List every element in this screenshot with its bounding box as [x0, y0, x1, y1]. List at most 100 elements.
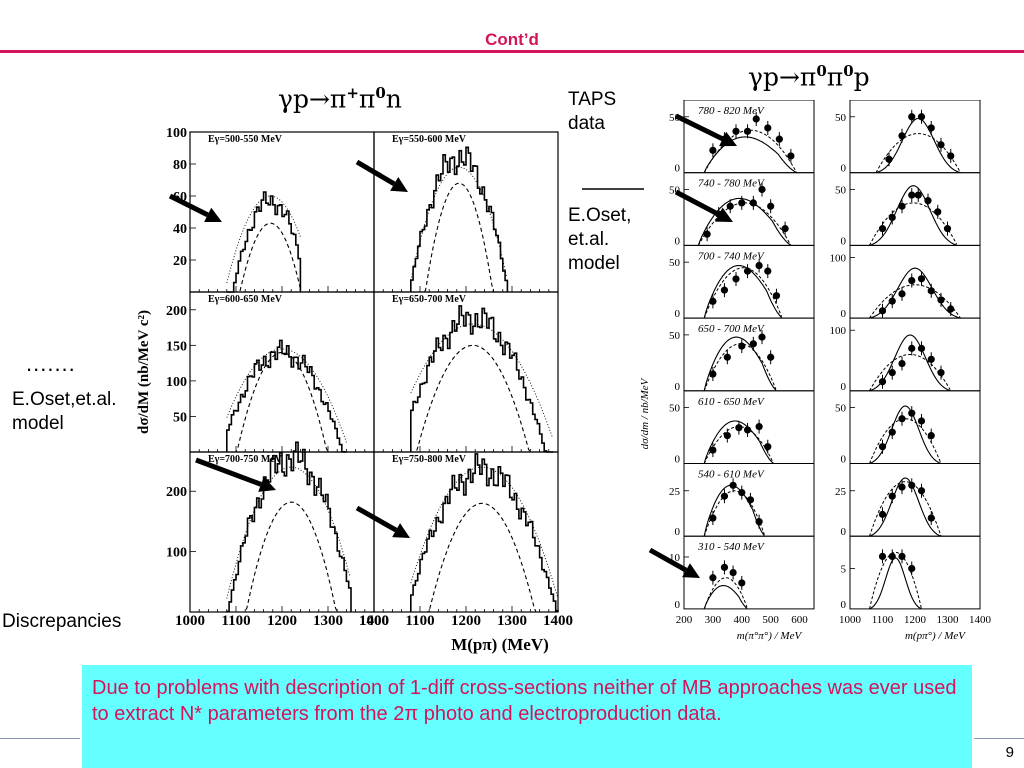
right-data-point	[723, 431, 731, 440]
right-data-point	[908, 564, 916, 573]
right-data-point	[709, 370, 717, 378]
right-data-point	[917, 113, 926, 121]
left-x-tick-label: 1100	[405, 613, 434, 629]
right-data-point	[888, 428, 896, 436]
right-data-point	[898, 290, 906, 298]
left-y-tick-label: 100	[166, 375, 187, 390]
right-data-point	[924, 197, 932, 205]
right-left-panel: 50 0 740 - 780 MeV	[669, 172, 815, 247]
right-y-tick-label: 10	[669, 552, 681, 564]
right-right-x-tick-label: 1000	[839, 614, 862, 626]
right-y-zero-label: 0	[675, 235, 681, 247]
right-data-point	[888, 297, 896, 305]
right-data-point	[934, 208, 942, 216]
right-dashed-model-curve	[869, 202, 958, 246]
right-y-tick-label: 25	[669, 486, 681, 498]
left-panel: Eγ=650-700 MeV	[373, 291, 559, 453]
right-left-x-tick-label: 600	[791, 614, 808, 626]
right-panel-energy-label: 740 - 780 MeV	[698, 178, 765, 190]
right-data-point	[781, 225, 789, 233]
left-dotted-model-curve	[226, 348, 347, 443]
right-data-point	[720, 286, 729, 294]
left-dotted-model-curve	[410, 166, 507, 281]
right-data-point	[908, 409, 916, 417]
footer-line-right	[974, 738, 1024, 739]
right-data-point	[743, 127, 752, 135]
right-data-point	[752, 115, 760, 123]
left-x-tick-label: 1100	[221, 613, 250, 629]
right-data-point	[767, 353, 775, 361]
right-dashed-model-curve	[869, 551, 922, 610]
right-panel-energy-label: 610 - 650 MeV	[698, 396, 765, 408]
right-dashed-model-curve	[703, 267, 783, 319]
left-x-tick-label: 1000	[175, 613, 205, 629]
right-y-zero-label: 0	[841, 308, 847, 320]
right-data-point	[927, 355, 935, 363]
right-data-point	[927, 431, 935, 440]
pointer-arrow-head	[258, 476, 276, 492]
right-data-point	[746, 496, 755, 504]
pointer-arrow-head	[390, 176, 408, 192]
right-right-panel: 100 0	[830, 244, 981, 320]
pointer-arrow-shaft	[355, 505, 398, 533]
right-data-point	[908, 481, 916, 489]
right-reaction-sup2: 0	[843, 62, 854, 80]
right-data-point	[917, 487, 926, 495]
right-left-x-tick-label: 500	[762, 614, 779, 626]
right-data-point	[885, 155, 893, 163]
oset-legend-solid-line	[582, 188, 644, 190]
right-y-zero-label: 0	[841, 163, 847, 175]
left-dashed-model-curve	[410, 182, 507, 293]
right-data-point	[898, 202, 906, 210]
pointer-arrow-shaft	[674, 113, 724, 142]
left-y-tick-label: 100	[166, 126, 187, 141]
discrepancies-label: Discrepancies	[2, 611, 122, 632]
right-data-point	[927, 287, 935, 295]
right-y-tick-label: 5	[841, 564, 847, 576]
right-solid-model-curve	[869, 405, 942, 465]
right-data-point	[729, 481, 737, 489]
left-y-tick-label: 150	[166, 339, 187, 354]
right-left-x-tick-label: 400	[734, 614, 751, 626]
right-panel-energy-label: 310 - 540 MeV	[697, 541, 765, 553]
left-y-tick-label: 20	[173, 254, 187, 269]
right-solid-model-curve	[703, 336, 777, 391]
right-data-point	[927, 124, 935, 132]
right-data-point	[775, 135, 783, 143]
left-panel-label: Eγ=550-600 MeV	[392, 134, 467, 145]
left-reaction-sup1: +	[346, 84, 359, 102]
right-data-point	[755, 518, 763, 526]
right-data-point	[726, 202, 734, 210]
right-data-point	[738, 199, 746, 207]
right-y-zero-label: 0	[841, 235, 847, 247]
right-reaction-label: γp→π0π0p	[748, 62, 870, 91]
left-panel-label: Eγ=500-550 MeV	[208, 134, 283, 145]
right-data-point	[908, 276, 916, 285]
footer-line-left	[0, 738, 80, 739]
pointer-arrow-shaft	[168, 193, 209, 218]
right-y-tick-label: 100	[830, 253, 847, 265]
right-panel-frame	[849, 535, 981, 610]
right-dashed-model-curve	[869, 481, 942, 537]
right-right-panel: 100 0	[830, 317, 981, 393]
right-y-zero-label: 0	[675, 381, 681, 393]
left-x-tick-label: 1200	[267, 613, 297, 629]
pointer-arrow-head	[204, 207, 222, 222]
right-y-zero-label: 0	[675, 308, 681, 320]
right-y-tick-label: 50	[669, 184, 681, 196]
right-data-point	[732, 127, 740, 135]
right-data-point	[720, 492, 729, 500]
oset-dotted-legend: .......	[26, 351, 76, 376]
right-data-point	[947, 152, 955, 160]
left-reaction-end: n	[385, 84, 402, 114]
right-dashed-model-curve	[869, 354, 951, 392]
left-y-tick-label: 100	[166, 546, 187, 561]
right-data-point	[878, 378, 887, 386]
right-y-tick-label: 50	[669, 330, 681, 342]
right-y-tick-label: 25	[835, 486, 847, 498]
left-y-tick-label: 80	[173, 158, 187, 173]
pointer-arrow-head	[715, 207, 733, 222]
right-solid-model-curve	[703, 264, 783, 319]
right-right-panel: 50 0	[835, 100, 981, 175]
